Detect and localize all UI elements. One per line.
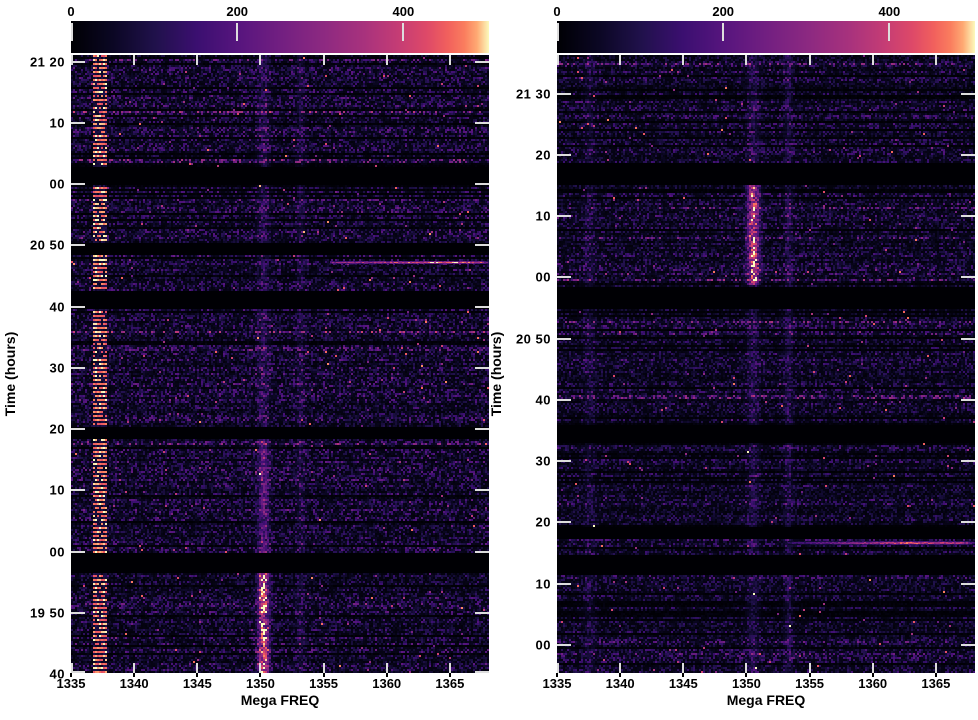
right-x-axis-outer-tick xyxy=(808,673,811,677)
right-x-axis-outer-tick xyxy=(556,673,558,677)
right-y-tick-label: 10 xyxy=(535,576,551,592)
left-y-tick-label: 40 xyxy=(49,299,65,315)
left-x-axis-outer-tick xyxy=(259,673,262,677)
left-x-tick-label: 1335 xyxy=(56,676,86,691)
left-x-axis-title: Mega FREQ xyxy=(240,692,320,708)
right-y-tick-label: 20 xyxy=(535,514,551,530)
right-x-tick-label: 1335 xyxy=(542,676,572,691)
left-y-tick-label: 40 xyxy=(49,666,65,682)
right-x-axis-title: Mega FREQ xyxy=(726,692,806,708)
right-spectrogram-image xyxy=(557,55,975,673)
left-y-tick-label: 21 20 xyxy=(29,54,65,70)
right-y-tick-label: 21 30 xyxy=(515,86,551,102)
left-x-tick-label: 1360 xyxy=(372,676,402,691)
right-x-tick-label: 1365 xyxy=(921,676,951,691)
left-x-axis-outer-tick xyxy=(322,673,325,677)
left-y-tick-label: 19 50 xyxy=(29,605,65,621)
right-y-tick-label: 40 xyxy=(535,392,551,408)
right-y-tick-label: 00 xyxy=(535,269,551,285)
left-x-axis-outer-tick xyxy=(196,673,199,677)
left-x-tick-label: 1345 xyxy=(182,676,212,691)
left-y-tick-label: 10 xyxy=(49,482,65,498)
left-x-axis-outer-tick xyxy=(70,673,72,677)
right-y-tick-label: 20 xyxy=(535,147,551,163)
right-colorbar-tick-label: 0 xyxy=(553,4,561,19)
right-x-axis-outer-tick xyxy=(745,673,748,677)
right-x-tick-label: 1350 xyxy=(731,676,761,691)
right-y-axis-title: Time (hours) xyxy=(488,331,504,417)
right-y-tick-label: 10 xyxy=(535,208,551,224)
right-x-tick-label: 1360 xyxy=(858,676,888,691)
left-colorbar-tick-label: 0 xyxy=(67,4,75,19)
right-x-axis-outer-tick xyxy=(871,673,874,677)
right-colorbar-tick-label: 400 xyxy=(878,4,901,19)
right-x-tick-label: 1355 xyxy=(795,676,825,691)
left-x-axis-outer-tick xyxy=(385,673,388,677)
left-colorbar-tick-label: 400 xyxy=(392,4,415,19)
left-y-tick-label: 30 xyxy=(49,360,65,376)
left-x-axis-outer-tick xyxy=(133,673,136,677)
left-y-tick-label: 20 xyxy=(49,421,65,437)
right-x-axis-outer-tick xyxy=(682,673,685,677)
left-x-tick-label: 1365 xyxy=(435,676,465,691)
left-spectrogram-image xyxy=(71,55,489,673)
right-x-tick-label: 1345 xyxy=(668,676,698,691)
right-y-tick-label: 30 xyxy=(535,453,551,469)
right-colorbar-tick-label: 200 xyxy=(712,4,735,19)
right-x-tick-label: 1340 xyxy=(605,676,635,691)
left-y-tick-label: 00 xyxy=(49,544,65,560)
left-colorbar-tick-label: 200 xyxy=(226,4,249,19)
right-y-tick-label: 20 50 xyxy=(515,331,551,347)
right-y-tick-label: 00 xyxy=(535,637,551,653)
right-x-axis-outer-tick xyxy=(619,673,622,677)
left-x-tick-label: 1340 xyxy=(119,676,149,691)
left-y-tick-label: 20 50 xyxy=(29,237,65,253)
left-y-tick-label: 10 xyxy=(49,115,65,131)
left-y-tick-label: 00 xyxy=(49,176,65,192)
right-colorbar xyxy=(557,21,975,53)
left-x-tick-label: 1355 xyxy=(309,676,339,691)
left-x-axis-outer-tick xyxy=(448,673,451,677)
left-x-tick-label: 1350 xyxy=(245,676,275,691)
left-colorbar xyxy=(71,21,489,53)
right-x-axis-outer-tick xyxy=(934,673,937,677)
